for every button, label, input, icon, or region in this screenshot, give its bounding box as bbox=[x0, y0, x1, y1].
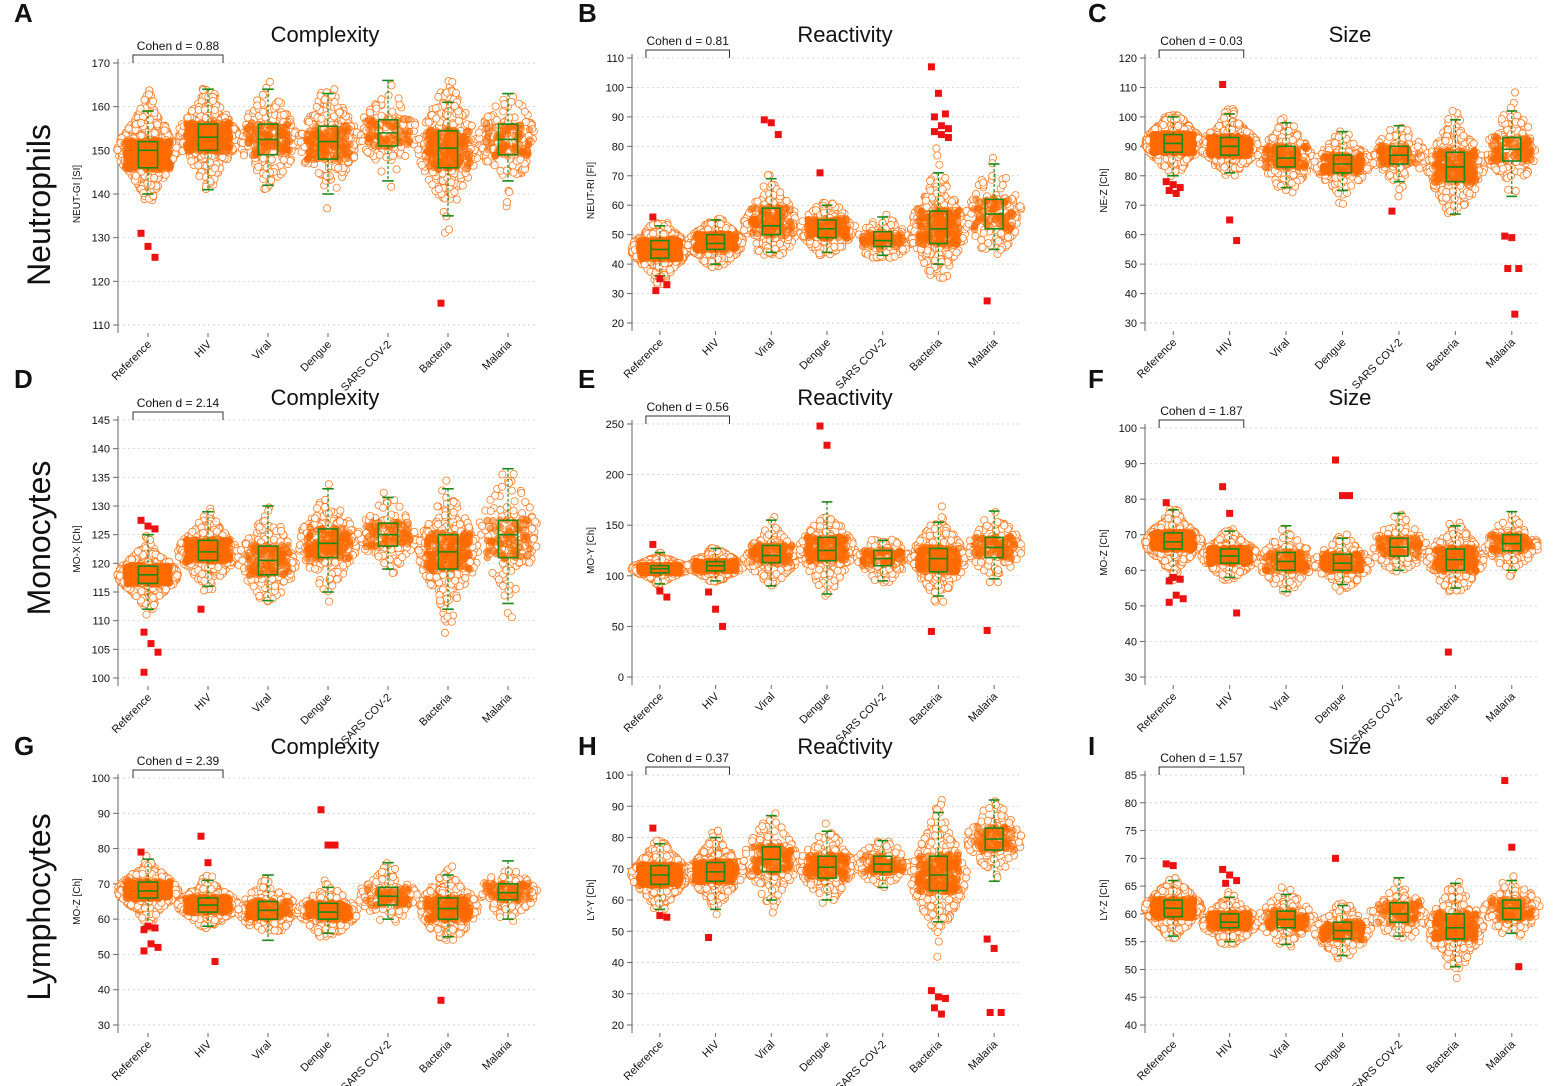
data-point bbox=[137, 119, 144, 126]
panel-title: Complexity bbox=[271, 22, 380, 47]
y-tick-label: 130 bbox=[92, 233, 110, 245]
data-point-dense bbox=[162, 139, 169, 146]
outlier-point bbox=[152, 254, 159, 261]
data-point bbox=[132, 172, 139, 179]
y-tick-label: 160 bbox=[92, 102, 110, 114]
data-point-dense bbox=[147, 150, 154, 157]
x-tick-label: Malaria bbox=[480, 338, 515, 373]
data-point bbox=[146, 116, 153, 123]
data-point-dense bbox=[128, 158, 135, 165]
data-point-dense bbox=[131, 164, 138, 171]
data-point bbox=[161, 127, 168, 134]
data-point bbox=[145, 91, 152, 98]
y-axis-label: NEUT-GI [SI] bbox=[72, 165, 83, 224]
data-point-dense bbox=[126, 146, 133, 153]
data-point bbox=[114, 146, 121, 153]
data-point bbox=[125, 125, 132, 132]
x-tick-label: HIV bbox=[193, 338, 215, 360]
data-point bbox=[154, 121, 161, 128]
data-point bbox=[196, 173, 203, 180]
x-tick-label: Bacteria bbox=[417, 338, 455, 376]
outlier-point bbox=[138, 230, 145, 237]
data-point-dense bbox=[123, 163, 130, 170]
data-point-dense bbox=[136, 156, 143, 163]
data-point-dense bbox=[161, 159, 168, 166]
row-label-lymphocytes: Lymphocytes bbox=[21, 813, 57, 1000]
y-tick-label: 110 bbox=[92, 320, 110, 332]
group-hiv bbox=[175, 85, 242, 192]
outlier-point bbox=[145, 243, 152, 250]
figure: Neutrophils Monocytes Lymphocytes A Compl… bbox=[0, 0, 1567, 1086]
panel-A: A Complexity NEUT-GI [SI] 110 120 130 140 150 16… bbox=[14, 0, 538, 394]
row-label-neutrophils: Neutrophils bbox=[21, 124, 57, 286]
panel-letter: A bbox=[14, 0, 33, 28]
data-point bbox=[140, 189, 147, 196]
group-reference bbox=[114, 87, 181, 261]
y-tick-label: 150 bbox=[92, 145, 110, 157]
row-label-monocytes: Monocytes bbox=[21, 461, 57, 616]
data-point-dense bbox=[147, 160, 154, 167]
x-tick-label: Dengue bbox=[298, 339, 334, 375]
data-point bbox=[150, 98, 157, 105]
data-point-dense bbox=[159, 153, 166, 160]
data-point bbox=[151, 109, 158, 116]
data-point-dense bbox=[151, 142, 158, 149]
y-tick-label: 120 bbox=[92, 276, 110, 288]
y-tick-label: 140 bbox=[92, 189, 110, 201]
x-tick-label: Reference bbox=[110, 339, 154, 383]
x-tick-label: Viral bbox=[250, 339, 274, 363]
y-tick-label: 170 bbox=[92, 58, 110, 70]
data-point bbox=[150, 174, 157, 181]
data-point bbox=[151, 130, 158, 137]
